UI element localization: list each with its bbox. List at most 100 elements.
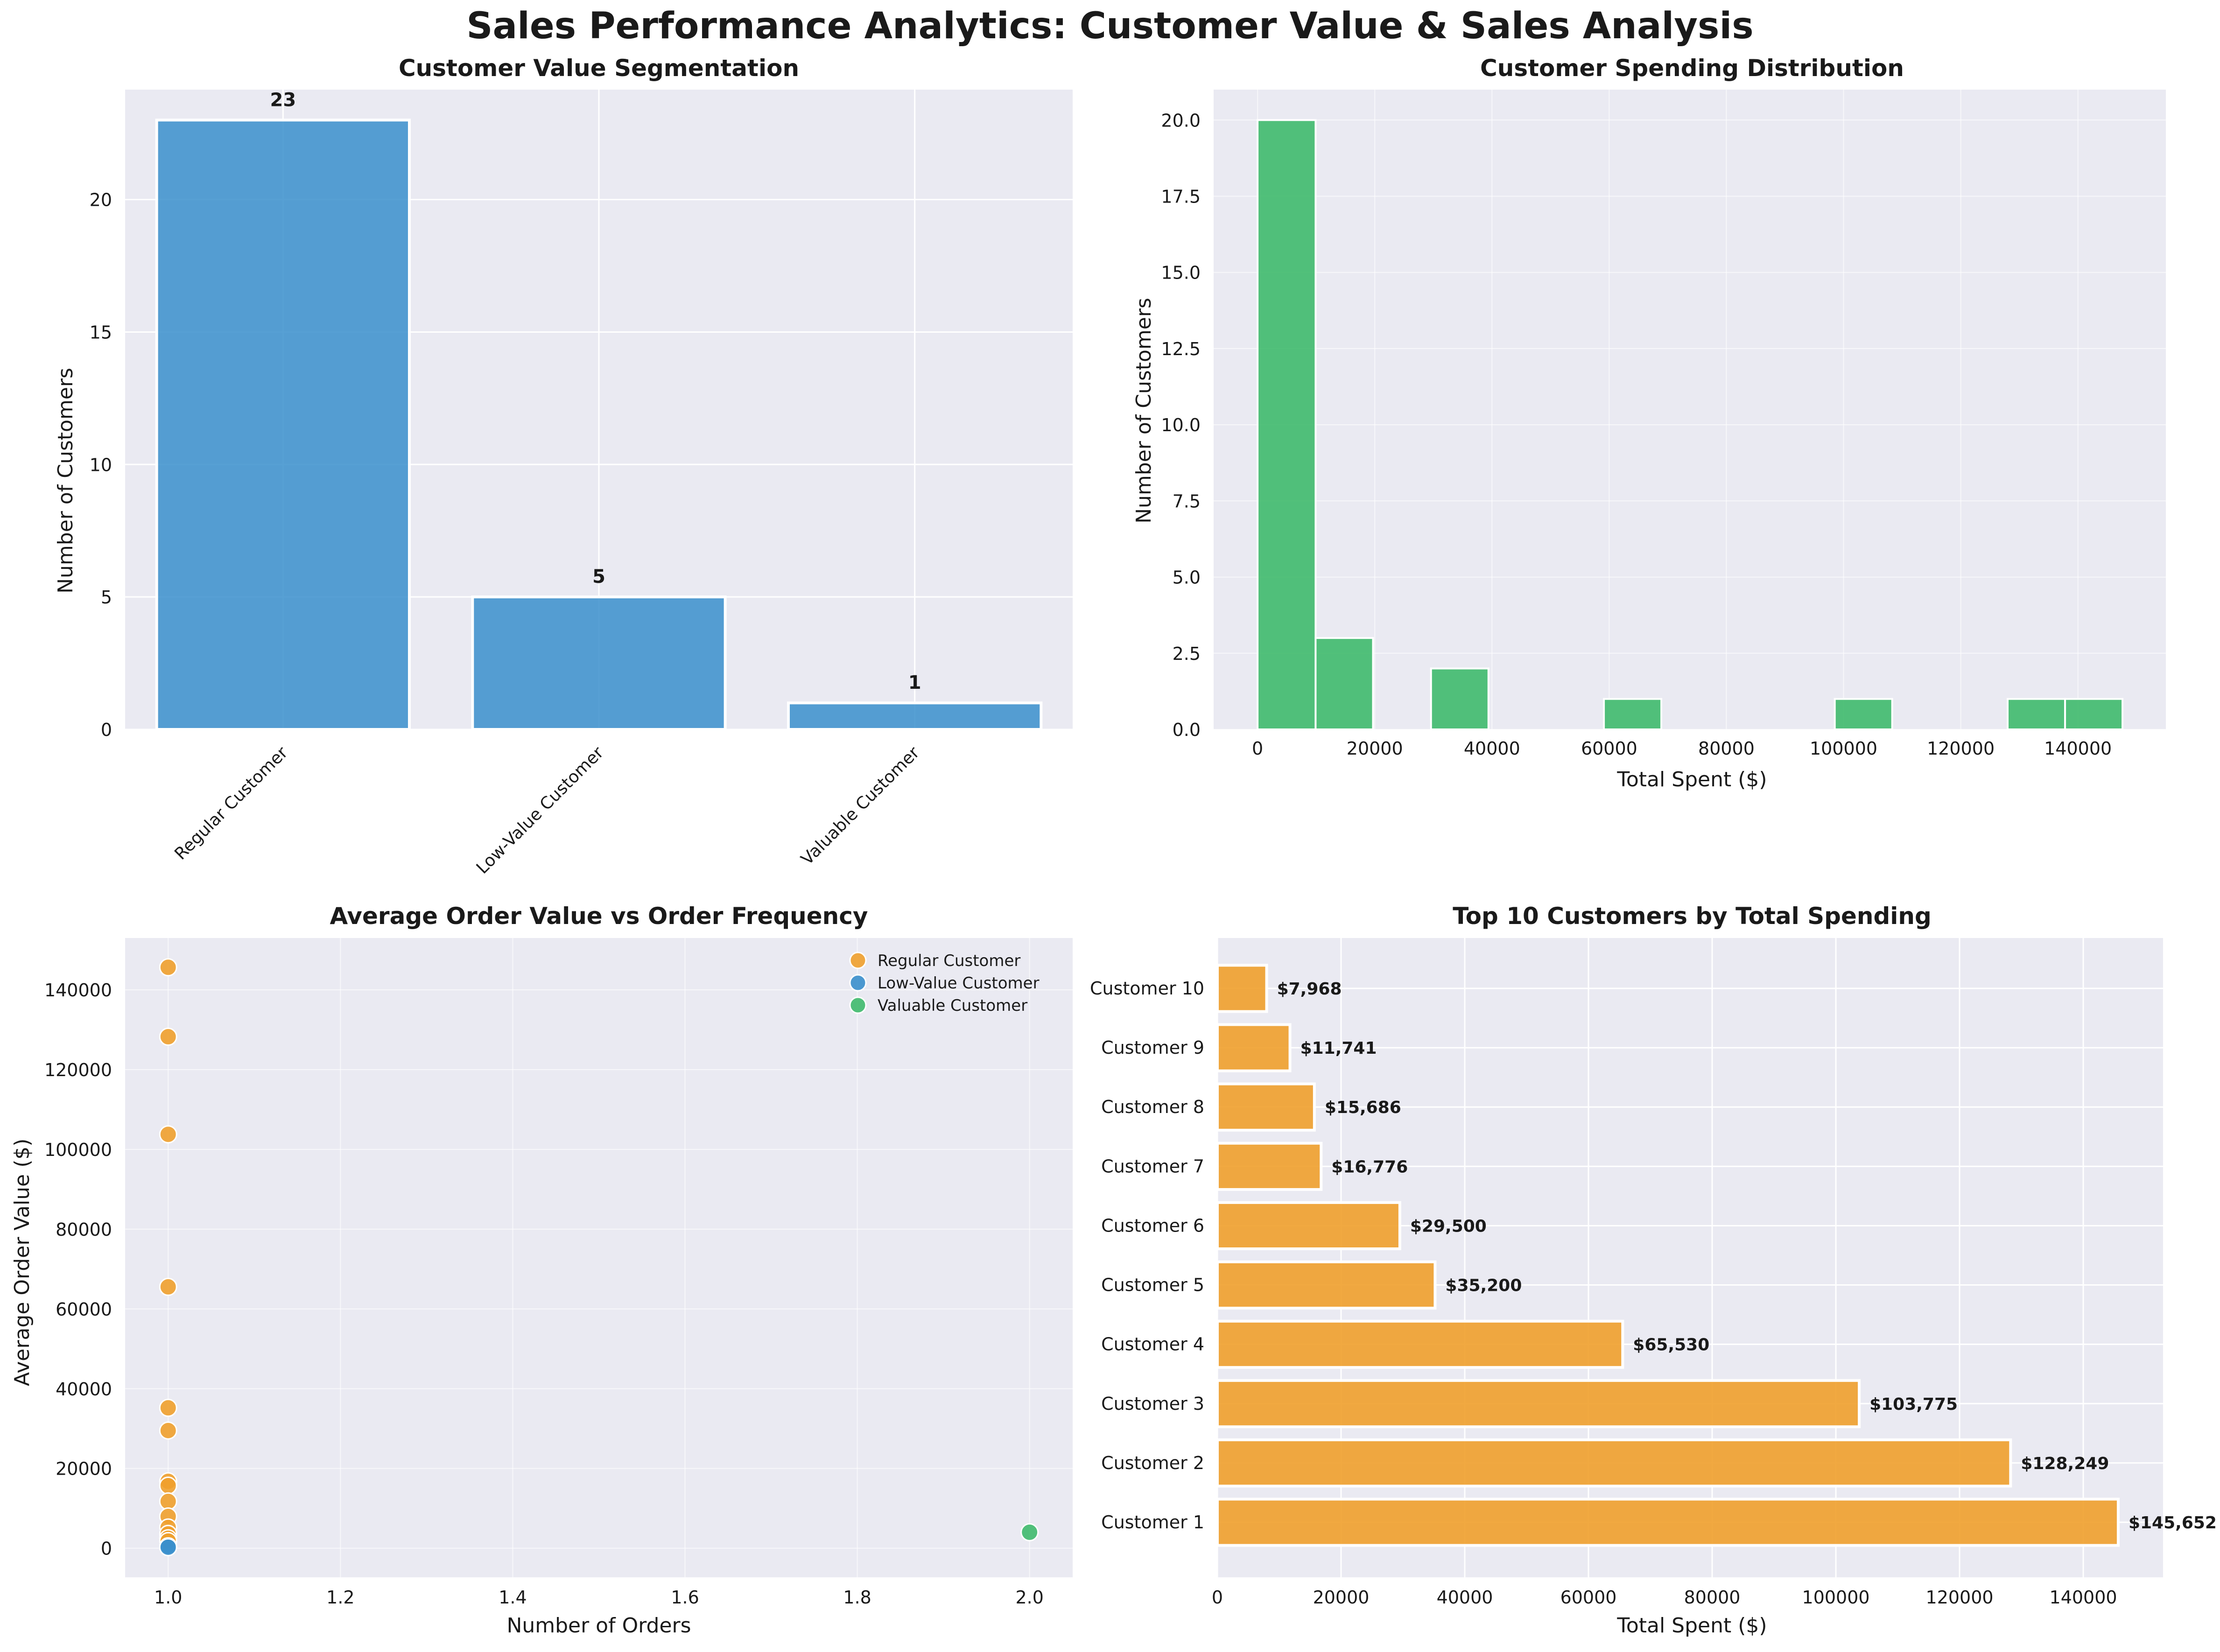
chart-title: Customer Spending Distribution bbox=[1480, 55, 1904, 82]
x-tick-label: 100000 bbox=[1802, 1587, 1870, 1608]
y-tick-label: 0 bbox=[101, 1539, 112, 1559]
plot-area bbox=[125, 938, 1073, 1577]
y-tick-label: 20 bbox=[90, 190, 112, 210]
panel-segmentation: Customer Value Segmentation Number of Cu… bbox=[54, 55, 1073, 878]
y-tick-label: 10.0 bbox=[1161, 415, 1201, 435]
legend-marker bbox=[849, 996, 867, 1014]
bar-data-label: $65,530 bbox=[1633, 1336, 1709, 1355]
legend-label: Low-Value Customer bbox=[878, 974, 1040, 993]
figure-title: Sales Performance Analytics: Customer Va… bbox=[466, 5, 1753, 47]
legend-label: Regular Customer bbox=[878, 952, 1020, 970]
bar bbox=[1216, 1023, 1292, 1072]
plot-area bbox=[1214, 90, 2166, 729]
x-tick-label: 0 bbox=[1252, 738, 1263, 759]
y-tick-label: 2.5 bbox=[1173, 644, 1201, 664]
y-tick-label: 17.5 bbox=[1161, 187, 1201, 207]
y-tick-label: Customer 1 bbox=[1101, 1512, 1204, 1533]
bar-data-label: $7,968 bbox=[1277, 980, 1342, 999]
bar-data-label: $35,200 bbox=[1445, 1276, 1522, 1295]
y-tick-label: Customer 2 bbox=[1101, 1453, 1204, 1473]
y-tick-label: 20000 bbox=[56, 1459, 112, 1479]
scatter-point bbox=[159, 1492, 177, 1511]
x-tick-label: 1.0 bbox=[154, 1587, 182, 1608]
x-tick-label: 60000 bbox=[1560, 1587, 1617, 1608]
bar-data-label: 1 bbox=[908, 672, 921, 693]
y-tick-label: 5 bbox=[101, 587, 112, 608]
y-tick-label: 40000 bbox=[56, 1379, 112, 1400]
scatter-point bbox=[159, 1278, 177, 1296]
bar bbox=[1216, 964, 1268, 1013]
x-tick-label: 80000 bbox=[1698, 738, 1755, 759]
scatter-point bbox=[159, 1125, 177, 1144]
y-axis-label: Number of Customers bbox=[54, 368, 77, 594]
bar-data-label: $103,775 bbox=[1869, 1395, 1958, 1414]
legend-label: Valuable Customer bbox=[878, 996, 1027, 1015]
bar-data-label: 5 bbox=[592, 566, 605, 588]
x-tick-label: 1.6 bbox=[671, 1587, 699, 1608]
scatter-point bbox=[159, 1028, 177, 1046]
bar-data-label: $11,741 bbox=[1300, 1039, 1377, 1058]
scatter-point bbox=[159, 1399, 177, 1417]
x-tick-label: 1.8 bbox=[843, 1587, 871, 1608]
x-tick-label: 140000 bbox=[2044, 738, 2112, 759]
histogram-bar bbox=[2007, 698, 2066, 730]
scatter-point bbox=[159, 1421, 177, 1440]
bar-data-label: 23 bbox=[270, 89, 296, 111]
histogram-bar bbox=[1430, 667, 1489, 731]
x-axis-label: Total Spent ($) bbox=[1616, 768, 1767, 791]
bar-data-label: $16,776 bbox=[1331, 1157, 1408, 1176]
y-tick-label: Customer 10 bbox=[1090, 978, 1204, 999]
bar-data-label: $15,686 bbox=[1325, 1098, 1401, 1117]
y-tick-label: Customer 5 bbox=[1101, 1275, 1204, 1295]
y-tick-label: 100000 bbox=[44, 1140, 112, 1160]
x-tick-label: 1.2 bbox=[326, 1587, 354, 1608]
scatter-point bbox=[1020, 1523, 1039, 1541]
histogram-bar bbox=[1603, 698, 1663, 730]
y-tick-label: Customer 8 bbox=[1101, 1097, 1204, 1117]
y-tick-label: 15 bbox=[90, 322, 112, 343]
x-tick-label: Regular Customer bbox=[171, 743, 292, 864]
x-tick-label: 2.0 bbox=[1016, 1587, 1044, 1608]
x-tick-label: 100000 bbox=[1810, 738, 1877, 759]
x-tick-label: Valuable Customer bbox=[798, 743, 924, 869]
bar-data-label: $128,249 bbox=[2021, 1454, 2109, 1473]
chart-title: Customer Value Segmentation bbox=[399, 55, 799, 82]
chart-title: Average Order Value vs Order Frequency bbox=[330, 903, 868, 930]
legend-marker bbox=[849, 974, 867, 992]
x-tick-label: 1.4 bbox=[499, 1587, 527, 1608]
x-tick-label: 120000 bbox=[1927, 738, 1995, 759]
x-tick-label: 120000 bbox=[1926, 1587, 1994, 1608]
y-tick-label: 12.5 bbox=[1161, 339, 1201, 359]
y-tick-label: Customer 7 bbox=[1101, 1156, 1204, 1176]
bar bbox=[1216, 1498, 2120, 1547]
x-tick-label: 0 bbox=[1212, 1587, 1223, 1608]
bar-data-label: $29,500 bbox=[1410, 1217, 1487, 1236]
y-tick-label: Customer 6 bbox=[1101, 1215, 1204, 1236]
panel-top-customers: Top 10 Customers by Total Spending Total… bbox=[1090, 903, 2217, 1638]
bar bbox=[1216, 1141, 1323, 1191]
y-tick-label: 140000 bbox=[44, 980, 112, 1001]
bar bbox=[1216, 1379, 1861, 1428]
x-tick-label: 60000 bbox=[1581, 738, 1637, 759]
bar bbox=[1216, 1082, 1316, 1132]
y-tick-label: 80000 bbox=[56, 1219, 112, 1240]
bar bbox=[1216, 1201, 1401, 1251]
x-tick-label: 20000 bbox=[1347, 738, 1403, 759]
x-axis-label: Number of Orders bbox=[506, 1614, 691, 1638]
y-tick-label: 10 bbox=[90, 455, 112, 475]
histogram-bar bbox=[1314, 637, 1374, 730]
y-tick-label: Customer 3 bbox=[1101, 1393, 1204, 1414]
y-tick-label: Customer 4 bbox=[1101, 1334, 1204, 1355]
scatter-point bbox=[159, 1538, 177, 1556]
histogram-bar bbox=[1834, 698, 1893, 730]
x-tick-label: 40000 bbox=[1437, 1587, 1493, 1608]
x-tick-label: 80000 bbox=[1684, 1587, 1741, 1608]
chart-title: Top 10 Customers by Total Spending bbox=[1453, 903, 1932, 930]
panel-spending-distribution: Customer Spending Distribution Number of… bbox=[1132, 55, 2166, 791]
y-tick-label: 15.0 bbox=[1161, 263, 1201, 283]
y-tick-label: 0.0 bbox=[1173, 720, 1201, 740]
bar bbox=[155, 119, 411, 731]
y-tick-label: 60000 bbox=[56, 1299, 112, 1320]
y-axis-label: Average Order Value ($) bbox=[10, 1139, 34, 1386]
